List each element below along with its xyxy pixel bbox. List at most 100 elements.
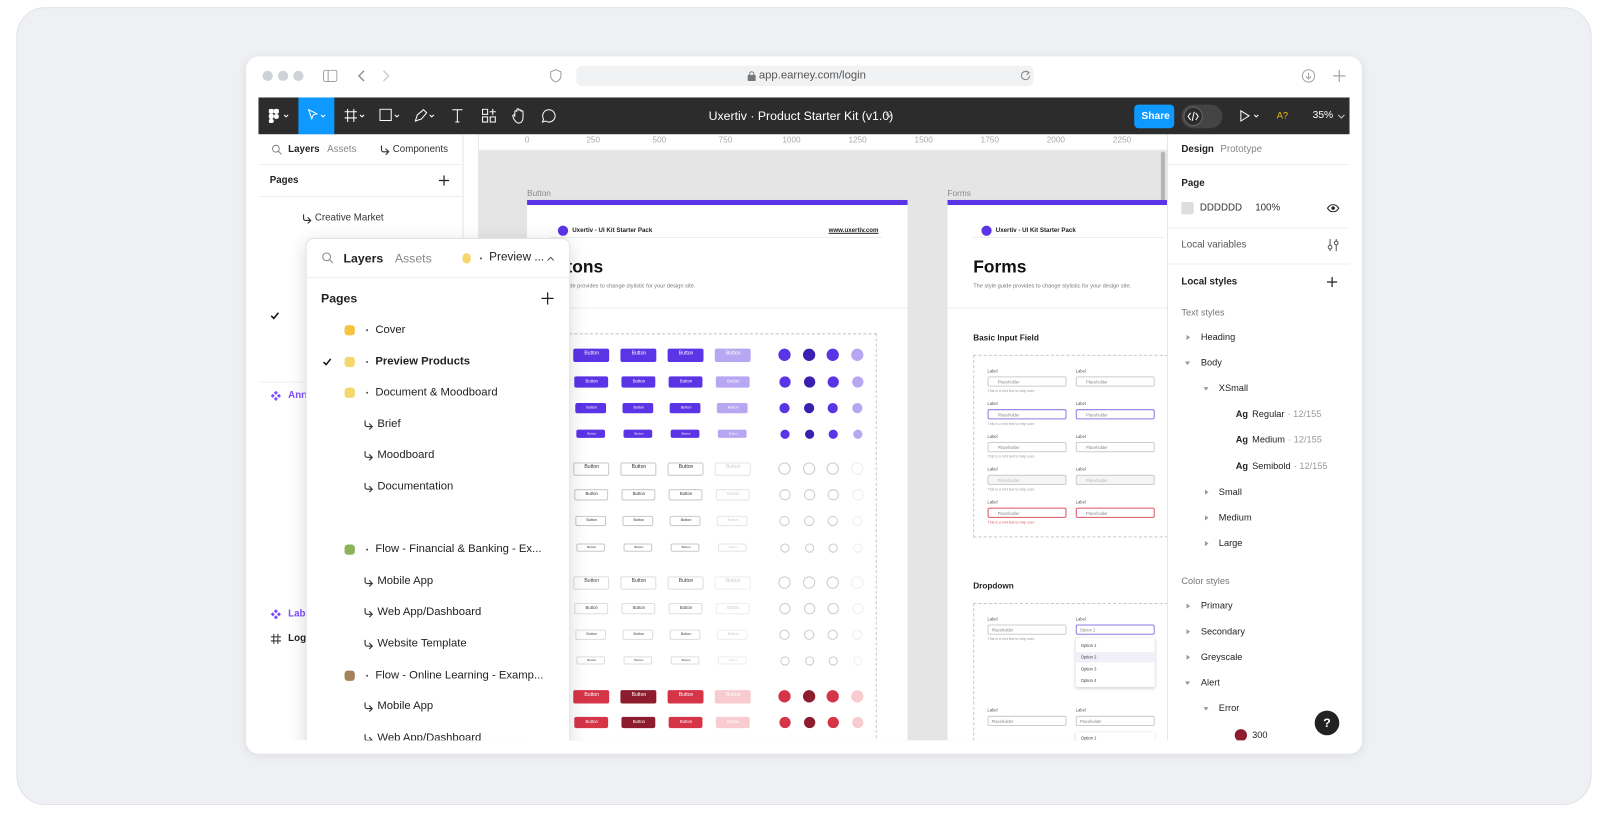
frame-name[interactable]: Forms: [947, 188, 971, 198]
text-tool[interactable]: [451, 109, 463, 123]
variables-icon[interactable]: [1327, 238, 1339, 252]
expand-caret[interactable]: [1185, 629, 1191, 635]
style-item[interactable]: Large: [1218, 537, 1243, 548]
address-bar[interactable]: app.earney.com/login: [576, 65, 1034, 87]
style-item[interactable]: Greyscale: [1200, 651, 1243, 663]
comment-tool[interactable]: [541, 109, 556, 123]
expand-caret[interactable]: [1203, 540, 1209, 546]
field-placeholder: Placeholder: [1086, 510, 1108, 516]
style-item[interactable]: Heading: [1200, 331, 1236, 343]
pen-tool[interactable]: [414, 109, 437, 123]
panel-tab[interactable]: Assets: [394, 251, 432, 266]
page-item[interactable]: Brief: [377, 417, 401, 430]
panel-tab[interactable]: Design: [1181, 143, 1214, 156]
hand-tool[interactable]: [512, 108, 526, 124]
style-item[interactable]: Body: [1200, 357, 1222, 368]
layer-item[interactable]: Ann: [288, 389, 308, 402]
share-button[interactable]: Share: [1134, 104, 1175, 129]
new-tab-icon[interactable]: [1333, 69, 1346, 83]
sample-icon-button: [852, 655, 862, 666]
visibility-toggle[interactable]: [1326, 204, 1340, 213]
layer-item[interactable]: Logo: [288, 632, 312, 645]
dropdown-option[interactable]: Option 2: [1080, 654, 1097, 660]
page-item[interactable]: Creative Market: [314, 212, 384, 224]
style-item[interactable]: Small: [1218, 486, 1242, 497]
shape-tool[interactable]: [379, 108, 402, 123]
expand-caret[interactable]: [1185, 603, 1191, 609]
panel-tab[interactable]: Prototype: [1220, 143, 1263, 156]
sample-icon-button: [778, 348, 791, 361]
sample-button: Button: [573, 488, 608, 500]
expand-caret[interactable]: [1185, 334, 1191, 340]
dev-mode-toggle[interactable]: [1181, 104, 1223, 129]
page-item[interactable]: Web App/Dashboard: [377, 731, 482, 741]
style-item[interactable]: Regular · 12/155: [1252, 408, 1322, 420]
resources-tool[interactable]: [481, 108, 496, 123]
style-item[interactable]: Medium: [1218, 511, 1252, 523]
sub-page-icon: [364, 639, 374, 650]
panel-tab[interactable]: Assets: [327, 143, 357, 156]
expand-caret[interactable]: [1203, 514, 1209, 521]
frame-tool[interactable]: [344, 108, 368, 123]
section-title: Dropdown: [973, 581, 1014, 591]
section-title[interactable]: Local variables: [1181, 239, 1247, 251]
page-opacity[interactable]: 100%: [1255, 202, 1281, 214]
style-item[interactable]: Secondary: [1200, 626, 1245, 637]
style-item[interactable]: Error: [1218, 703, 1240, 714]
ruler-label: 750: [718, 135, 733, 145]
expand-caret[interactable]: [1202, 386, 1209, 392]
panel-tab[interactable]: Layers: [343, 251, 384, 266]
page-item[interactable]: Flow - Financial & Banking - Ex...: [375, 543, 542, 556]
dropdown-option[interactable]: Option 4: [1080, 677, 1097, 683]
reload-icon[interactable]: [1019, 70, 1031, 81]
page-item[interactable]: Mobile App: [377, 700, 434, 713]
dropdown-option[interactable]: Option 3: [1080, 666, 1097, 672]
style-item[interactable]: 300: [1252, 729, 1268, 740]
download-icon[interactable]: [1301, 69, 1316, 83]
page-item[interactable]: Preview Products: [375, 354, 471, 368]
add-button[interactable]: [438, 175, 450, 186]
zoom-level[interactable]: 35%: [1312, 109, 1334, 122]
move-tool[interactable]: [307, 108, 330, 123]
page-item[interactable]: Document & Moodboard: [375, 386, 498, 399]
file-title[interactable]: Uxertiv · Product Starter Kit (v1.0): [708, 108, 894, 124]
page-item[interactable]: Website Template: [377, 637, 467, 650]
font-warning[interactable]: A?: [1276, 110, 1289, 121]
expand-caret[interactable]: [1202, 706, 1209, 712]
panel-tab[interactable]: Layers: [288, 143, 320, 156]
dropdown-option[interactable]: Option 1: [1080, 642, 1097, 649]
dropdown-option[interactable]: Option 1: [1080, 735, 1097, 741]
page-item[interactable]: Documentation: [377, 480, 454, 493]
current-page[interactable]: Preview ...: [489, 251, 545, 264]
help-button[interactable]: ?: [1314, 710, 1340, 736]
page-item[interactable]: Web App/Dashboard: [377, 605, 482, 619]
expand-caret[interactable]: [1184, 680, 1191, 686]
page-item[interactable]: Cover: [375, 323, 406, 336]
components-link[interactable]: Components: [392, 143, 449, 156]
sample-icon-button: [802, 690, 816, 703]
page-item[interactable]: Mobile App: [377, 574, 434, 587]
page-item[interactable]: Moodboard: [377, 449, 435, 462]
style-item[interactable]: Primary: [1200, 600, 1233, 611]
add-button[interactable]: [541, 292, 554, 305]
expand-caret[interactable]: [1184, 360, 1191, 366]
sidebar-icon[interactable]: [323, 69, 338, 83]
figma-menu[interactable]: [268, 108, 292, 124]
style-item[interactable]: Alert: [1200, 677, 1220, 688]
frame-name[interactable]: Button: [527, 188, 551, 198]
add-button[interactable]: [1326, 276, 1338, 288]
present-button[interactable]: [1240, 109, 1263, 122]
move-tool-active[interactable]: [298, 97, 335, 135]
page-color[interactable]: DDDDDD: [1199, 202, 1243, 214]
back-button[interactable]: [357, 70, 365, 82]
forward-button[interactable]: [383, 70, 391, 82]
page-item[interactable]: Flow - Online Learning - Examp...: [375, 668, 544, 682]
sample-button-label: Button: [585, 604, 598, 611]
layer-item[interactable]: Labe: [288, 608, 311, 620]
style-item[interactable]: Medium · 12/155: [1252, 434, 1322, 445]
sample-button: Button: [623, 656, 653, 665]
expand-caret[interactable]: [1185, 654, 1191, 661]
expand-caret[interactable]: [1203, 489, 1209, 495]
style-item[interactable]: Semibold · 12/155: [1252, 460, 1328, 471]
style-item[interactable]: XSmall: [1218, 383, 1249, 394]
